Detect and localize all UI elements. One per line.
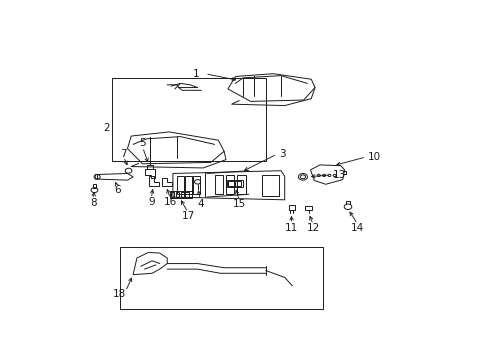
Bar (262, 175, 279, 195)
Text: 7: 7 (120, 149, 127, 158)
Text: 9: 9 (148, 197, 154, 207)
Bar (193, 176, 200, 194)
Text: 18: 18 (113, 289, 126, 299)
Text: 8: 8 (90, 198, 97, 208)
Bar (112, 78, 265, 161)
Bar (176, 176, 183, 194)
Bar (120, 247, 322, 309)
Bar (214, 175, 223, 194)
Text: 4: 4 (197, 199, 203, 209)
Bar (237, 175, 245, 194)
Text: 2: 2 (103, 123, 109, 133)
Text: 11: 11 (285, 222, 298, 233)
Bar (226, 180, 243, 186)
Bar (235, 181, 240, 186)
Bar (185, 192, 188, 197)
Text: 13: 13 (332, 170, 346, 180)
Bar (288, 204, 294, 210)
Text: 10: 10 (367, 152, 381, 162)
Text: 17: 17 (181, 211, 194, 221)
Text: 12: 12 (306, 223, 319, 233)
Text: 1: 1 (192, 69, 199, 79)
Bar (169, 191, 191, 198)
Bar (175, 192, 179, 197)
Bar (180, 192, 183, 197)
Text: 16: 16 (163, 197, 177, 207)
Bar (184, 176, 191, 194)
Text: 6: 6 (114, 185, 120, 195)
Text: 14: 14 (350, 222, 364, 233)
Bar (170, 192, 174, 197)
Bar (228, 181, 233, 186)
Text: 3: 3 (279, 149, 285, 159)
Bar (92, 184, 96, 188)
Text: 5: 5 (139, 138, 145, 148)
Bar (305, 206, 311, 210)
Bar (225, 175, 234, 194)
Text: 15: 15 (232, 199, 245, 209)
